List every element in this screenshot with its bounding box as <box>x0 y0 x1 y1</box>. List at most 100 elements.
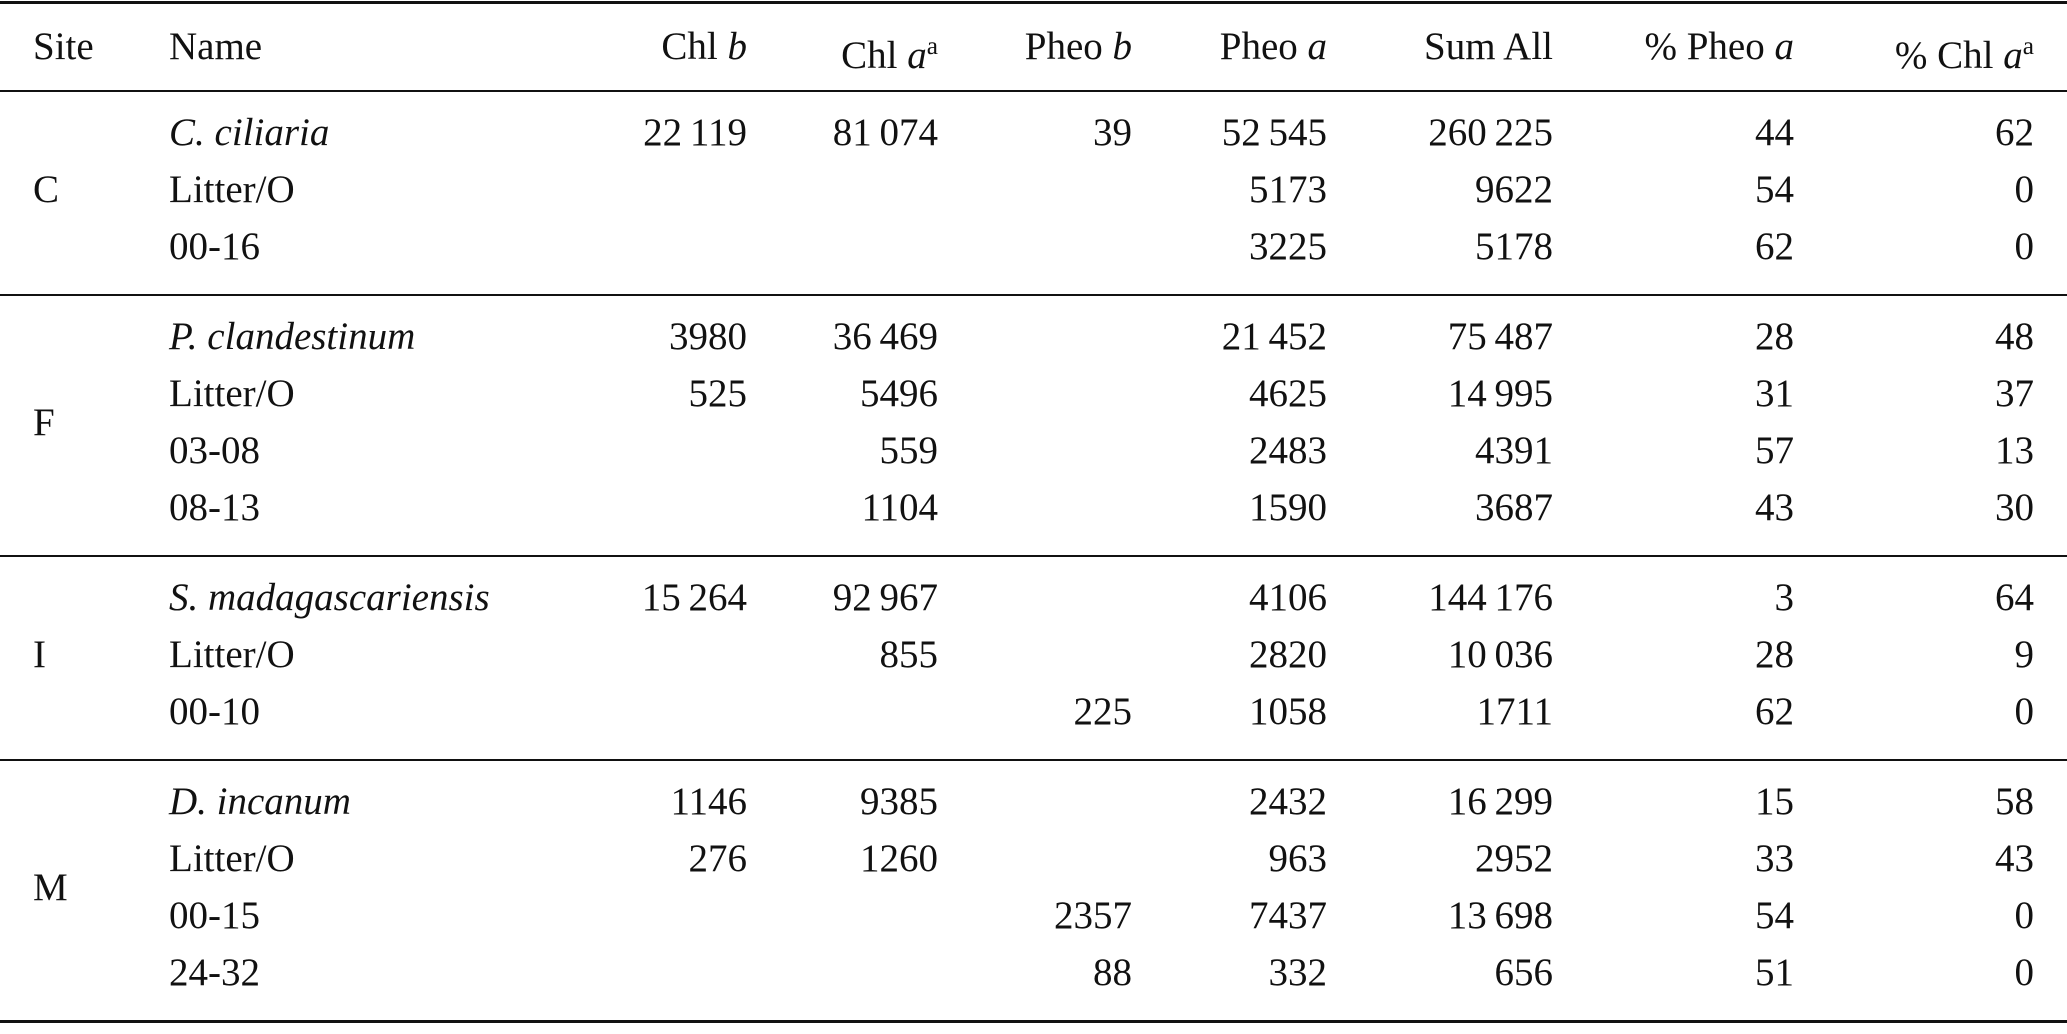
header-cell: % Chl aa <box>1894 18 2034 77</box>
table-cell: 37 <box>1995 372 2034 415</box>
row-name: 08-13 <box>169 486 260 529</box>
table-cell: 31 <box>1755 372 1794 415</box>
table-cell: 48 <box>1995 315 2034 358</box>
table-cell: 1590 <box>1249 486 1327 529</box>
header-sup: a <box>2022 32 2034 60</box>
rule <box>0 294 2067 296</box>
table-cell: 88 <box>1093 951 1132 994</box>
table-cell: 2483 <box>1249 429 1327 472</box>
table-cell: 225 <box>1073 690 1133 733</box>
rule <box>0 1020 2067 1023</box>
row-name: 00-15 <box>169 894 260 937</box>
header-cell: Pheo a <box>1220 18 1327 75</box>
table-cell: 332 <box>1268 951 1328 994</box>
table-cell: 30 <box>1995 486 2034 529</box>
table-cell: 5178 <box>1475 225 1553 268</box>
header-cell: Site <box>33 18 94 75</box>
table-cell: 0 <box>2014 690 2035 733</box>
site-label: I <box>33 633 46 676</box>
table-cell: 855 <box>879 633 939 676</box>
table-cell: 1058 <box>1249 690 1327 733</box>
table-cell: 0 <box>2014 951 2035 994</box>
table-cell: 54 <box>1755 168 1794 211</box>
table-cell: 22 119 <box>643 111 747 154</box>
header-text: % Chl <box>1894 33 1994 77</box>
table-cell: 1260 <box>860 837 938 880</box>
table-cell: 36 469 <box>832 315 938 358</box>
header-text: Chl <box>661 25 718 68</box>
table-cell: 9385 <box>860 780 938 823</box>
table-cell: 5173 <box>1249 168 1327 211</box>
table-cell: 0 <box>2014 168 2035 211</box>
header-var: a <box>2003 33 2023 77</box>
table-cell: 276 <box>688 837 748 880</box>
row-name: Litter/O <box>169 633 295 676</box>
table-cell: 33 <box>1755 837 1794 880</box>
table-cell: 14 995 <box>1447 372 1553 415</box>
table-cell: 51 <box>1755 951 1794 994</box>
table-cell: 3980 <box>669 315 747 358</box>
header-var: b <box>1112 25 1133 68</box>
table-cell: 15 <box>1755 780 1794 823</box>
table-cell: 62 <box>1755 690 1794 733</box>
table-cell: 525 <box>688 372 748 415</box>
header-var: a <box>907 33 927 77</box>
row-name: D. incanum <box>169 780 351 823</box>
rule <box>0 90 2067 92</box>
table-cell: 2357 <box>1054 894 1132 937</box>
header-cell: Chl b <box>661 18 747 75</box>
table-cell: 58 <box>1995 780 2034 823</box>
site-label: M <box>33 865 68 909</box>
rule <box>0 759 2067 761</box>
row-name: 24-32 <box>169 951 260 994</box>
rule <box>0 555 2067 557</box>
header-text: Pheo <box>1024 25 1103 68</box>
table-cell: 43 <box>1995 837 2034 880</box>
table-cell: 3687 <box>1475 486 1553 529</box>
table-cell: 13 <box>1995 429 2034 472</box>
table-cell: 559 <box>879 429 939 472</box>
row-name: Litter/O <box>169 168 295 211</box>
table-cell: 1146 <box>670 780 747 823</box>
table-cell: 2432 <box>1249 780 1327 823</box>
table-cell: 28 <box>1755 633 1794 676</box>
row-name: S. madagascariensis <box>169 576 490 619</box>
table-cell: 9 <box>2014 633 2035 676</box>
site-label: F <box>33 400 55 444</box>
table-cell: 2820 <box>1249 633 1327 676</box>
table-cell: 7437 <box>1249 894 1327 937</box>
header-text: Site <box>33 25 94 68</box>
header-text: Chl <box>841 33 898 77</box>
row-name: Litter/O <box>169 837 295 880</box>
header-var: a <box>1307 25 1328 68</box>
header-cell: Pheo b <box>1025 18 1132 75</box>
row-name: Litter/O <box>169 372 295 415</box>
table-cell: 5496 <box>860 372 938 415</box>
table-cell: 9622 <box>1475 168 1553 211</box>
table-cell: 81 074 <box>832 111 938 154</box>
table-cell: 16 299 <box>1447 780 1553 823</box>
table-cell: 21 452 <box>1221 315 1327 358</box>
table-cell: 10 036 <box>1447 633 1553 676</box>
table-cell: 4625 <box>1249 372 1327 415</box>
header-text: Pheo <box>1219 25 1298 68</box>
table-cell: 54 <box>1755 894 1794 937</box>
table-cell: 92 967 <box>832 576 938 619</box>
table-cell: 75 487 <box>1447 315 1553 358</box>
table-cell: 656 <box>1494 951 1554 994</box>
table-cell: 3225 <box>1249 225 1327 268</box>
table-cell: 963 <box>1268 837 1328 880</box>
table-cell: 2952 <box>1475 837 1553 880</box>
table-cell: 39 <box>1093 111 1132 154</box>
table-cell: 62 <box>1755 225 1794 268</box>
header-cell: Name <box>169 18 262 75</box>
header-text: Sum All <box>1424 25 1553 68</box>
table-cell: 52 545 <box>1221 111 1327 154</box>
table-cell: 0 <box>2014 894 2035 937</box>
table-cell: 44 <box>1755 111 1794 154</box>
table-cell: 1104 <box>861 486 938 529</box>
header-var: b <box>727 25 748 68</box>
table-cell: 13 698 <box>1447 894 1553 937</box>
header-cell: Chl aa <box>841 18 938 77</box>
